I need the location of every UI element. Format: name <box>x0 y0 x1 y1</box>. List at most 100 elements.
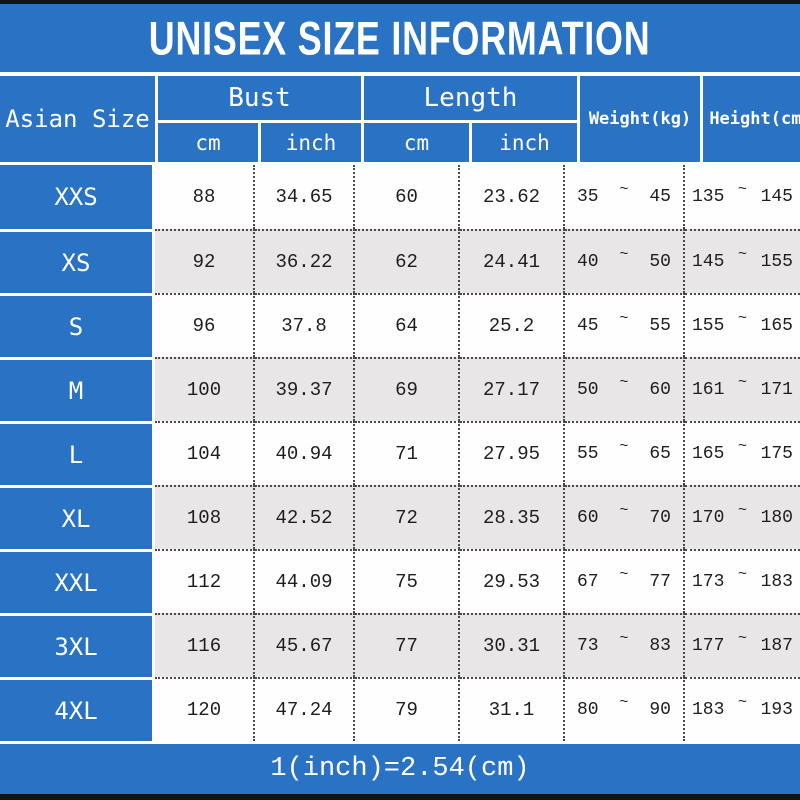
table-body: XXS 88 34.65 60 23.62 35 ~45 135 ~145 XS 92 36.22 62… <box>0 165 800 741</box>
range-max: 155 <box>760 252 793 272</box>
range-max: 187 <box>760 636 793 656</box>
bottom-border-bar <box>0 794 800 800</box>
header-weight: Weight(kg) <box>580 76 700 162</box>
range-max: 90 <box>649 700 671 720</box>
title-bar: UNISEX SIZE INFORMATION <box>0 4 800 76</box>
range-max: 175 <box>760 444 793 464</box>
range-min: 73 <box>577 636 599 656</box>
range-min: 170 <box>692 508 725 528</box>
bust-cm-cell: 112 <box>155 549 255 613</box>
range-min: 40 <box>577 252 599 272</box>
weight-range-cell: 35 ~45 <box>565 165 685 229</box>
tilde-separator: ~ <box>619 565 629 583</box>
table-row: M 100 39.37 69 27.17 50 ~60 161 ~171 <box>0 357 800 421</box>
range-min: 35 <box>577 187 599 207</box>
tilde-separator: ~ <box>619 693 629 711</box>
tilde-separator: ~ <box>619 629 629 647</box>
tilde-separator: ~ <box>619 180 629 198</box>
tilde-separator: ~ <box>619 373 629 391</box>
length-inch-cell: 24.41 <box>460 229 565 293</box>
bust-inch-cell: 39.37 <box>255 357 355 421</box>
length-inch-cell: 28.35 <box>460 485 565 549</box>
subheader-length-cm: cm <box>364 123 469 162</box>
tilde-separator: ~ <box>737 180 747 198</box>
length-inch-cell: 30.31 <box>460 613 565 677</box>
range-max: 55 <box>649 316 671 336</box>
range-max: 65 <box>649 444 671 464</box>
length-cm-cell: 62 <box>355 229 460 293</box>
range-max: 165 <box>760 316 793 336</box>
range-max: 60 <box>649 380 671 400</box>
height-range-cell: 155 ~165 <box>685 293 800 357</box>
page-title: UNISEX SIZE INFORMATION <box>149 11 651 65</box>
weight-range-cell: 45 ~55 <box>565 293 685 357</box>
length-cm-cell: 75 <box>355 549 460 613</box>
subheader-bust-cm: cm <box>158 123 258 162</box>
height-range-cell: 145 ~155 <box>685 229 800 293</box>
bust-inch-cell: 36.22 <box>255 229 355 293</box>
range-min: 165 <box>692 444 725 464</box>
height-range-cell: 161 ~171 <box>685 357 800 421</box>
size-cell: 4XL <box>0 677 155 741</box>
length-cm-cell: 77 <box>355 613 460 677</box>
length-cm-cell: 69 <box>355 357 460 421</box>
length-inch-cell: 27.95 <box>460 421 565 485</box>
range-max: 145 <box>760 187 793 207</box>
bust-inch-cell: 42.52 <box>255 485 355 549</box>
range-max: 193 <box>760 700 793 720</box>
size-cell: 3XL <box>0 613 155 677</box>
range-min: 183 <box>692 700 725 720</box>
range-max: 50 <box>649 252 671 272</box>
length-cm-cell: 79 <box>355 677 460 741</box>
range-min: 67 <box>577 572 599 592</box>
range-min: 45 <box>577 316 599 336</box>
header-height: Height(cm) <box>703 76 800 162</box>
header-length: Length <box>364 76 577 120</box>
bust-inch-cell: 34.65 <box>255 165 355 229</box>
range-max: 77 <box>649 572 671 592</box>
length-inch-cell: 23.62 <box>460 165 565 229</box>
tilde-separator: ~ <box>619 437 629 455</box>
weight-range-cell: 50 ~60 <box>565 357 685 421</box>
range-min: 173 <box>692 572 725 592</box>
bust-cm-cell: 100 <box>155 357 255 421</box>
tilde-separator: ~ <box>737 245 747 263</box>
table-row: S 96 37.8 64 25.2 45 ~55 155 ~165 <box>0 293 800 357</box>
length-inch-cell: 25.2 <box>460 293 565 357</box>
tilde-separator: ~ <box>737 373 747 391</box>
bust-cm-cell: 108 <box>155 485 255 549</box>
height-range-cell: 170 ~180 <box>685 485 800 549</box>
tilde-separator: ~ <box>737 565 747 583</box>
range-min: 177 <box>692 636 725 656</box>
height-range-cell: 135 ~145 <box>685 165 800 229</box>
range-min: 161 <box>692 380 725 400</box>
tilde-separator: ~ <box>619 245 629 263</box>
header-asian-size: Asian Size <box>0 76 155 162</box>
tilde-separator: ~ <box>737 629 747 647</box>
range-max: 45 <box>649 187 671 207</box>
bust-inch-cell: 47.24 <box>255 677 355 741</box>
height-range-cell: 173 ~183 <box>685 549 800 613</box>
bust-cm-cell: 92 <box>155 229 255 293</box>
length-cm-cell: 72 <box>355 485 460 549</box>
range-max: 171 <box>760 380 793 400</box>
subheader-bust-inch: inch <box>261 123 361 162</box>
table-row: 3XL 116 45.67 77 30.31 73 ~83 177 ~187 <box>0 613 800 677</box>
range-min: 50 <box>577 380 599 400</box>
table-row: 4XL 120 47.24 79 31.1 80 ~90 183 ~193 <box>0 677 800 741</box>
table-row: XL 108 42.52 72 28.35 60 ~70 170 ~180 <box>0 485 800 549</box>
tilde-separator: ~ <box>737 693 747 711</box>
tilde-separator: ~ <box>737 309 747 327</box>
weight-range-cell: 40 ~50 <box>565 229 685 293</box>
range-min: 80 <box>577 700 599 720</box>
bust-cm-cell: 96 <box>155 293 255 357</box>
length-cm-cell: 71 <box>355 421 460 485</box>
height-range-cell: 177 ~187 <box>685 613 800 677</box>
size-cell: XL <box>0 485 155 549</box>
range-min: 155 <box>692 316 725 336</box>
tilde-separator: ~ <box>619 309 629 327</box>
range-max: 183 <box>760 572 793 592</box>
range-min: 55 <box>577 444 599 464</box>
top-border-bar <box>0 0 800 4</box>
